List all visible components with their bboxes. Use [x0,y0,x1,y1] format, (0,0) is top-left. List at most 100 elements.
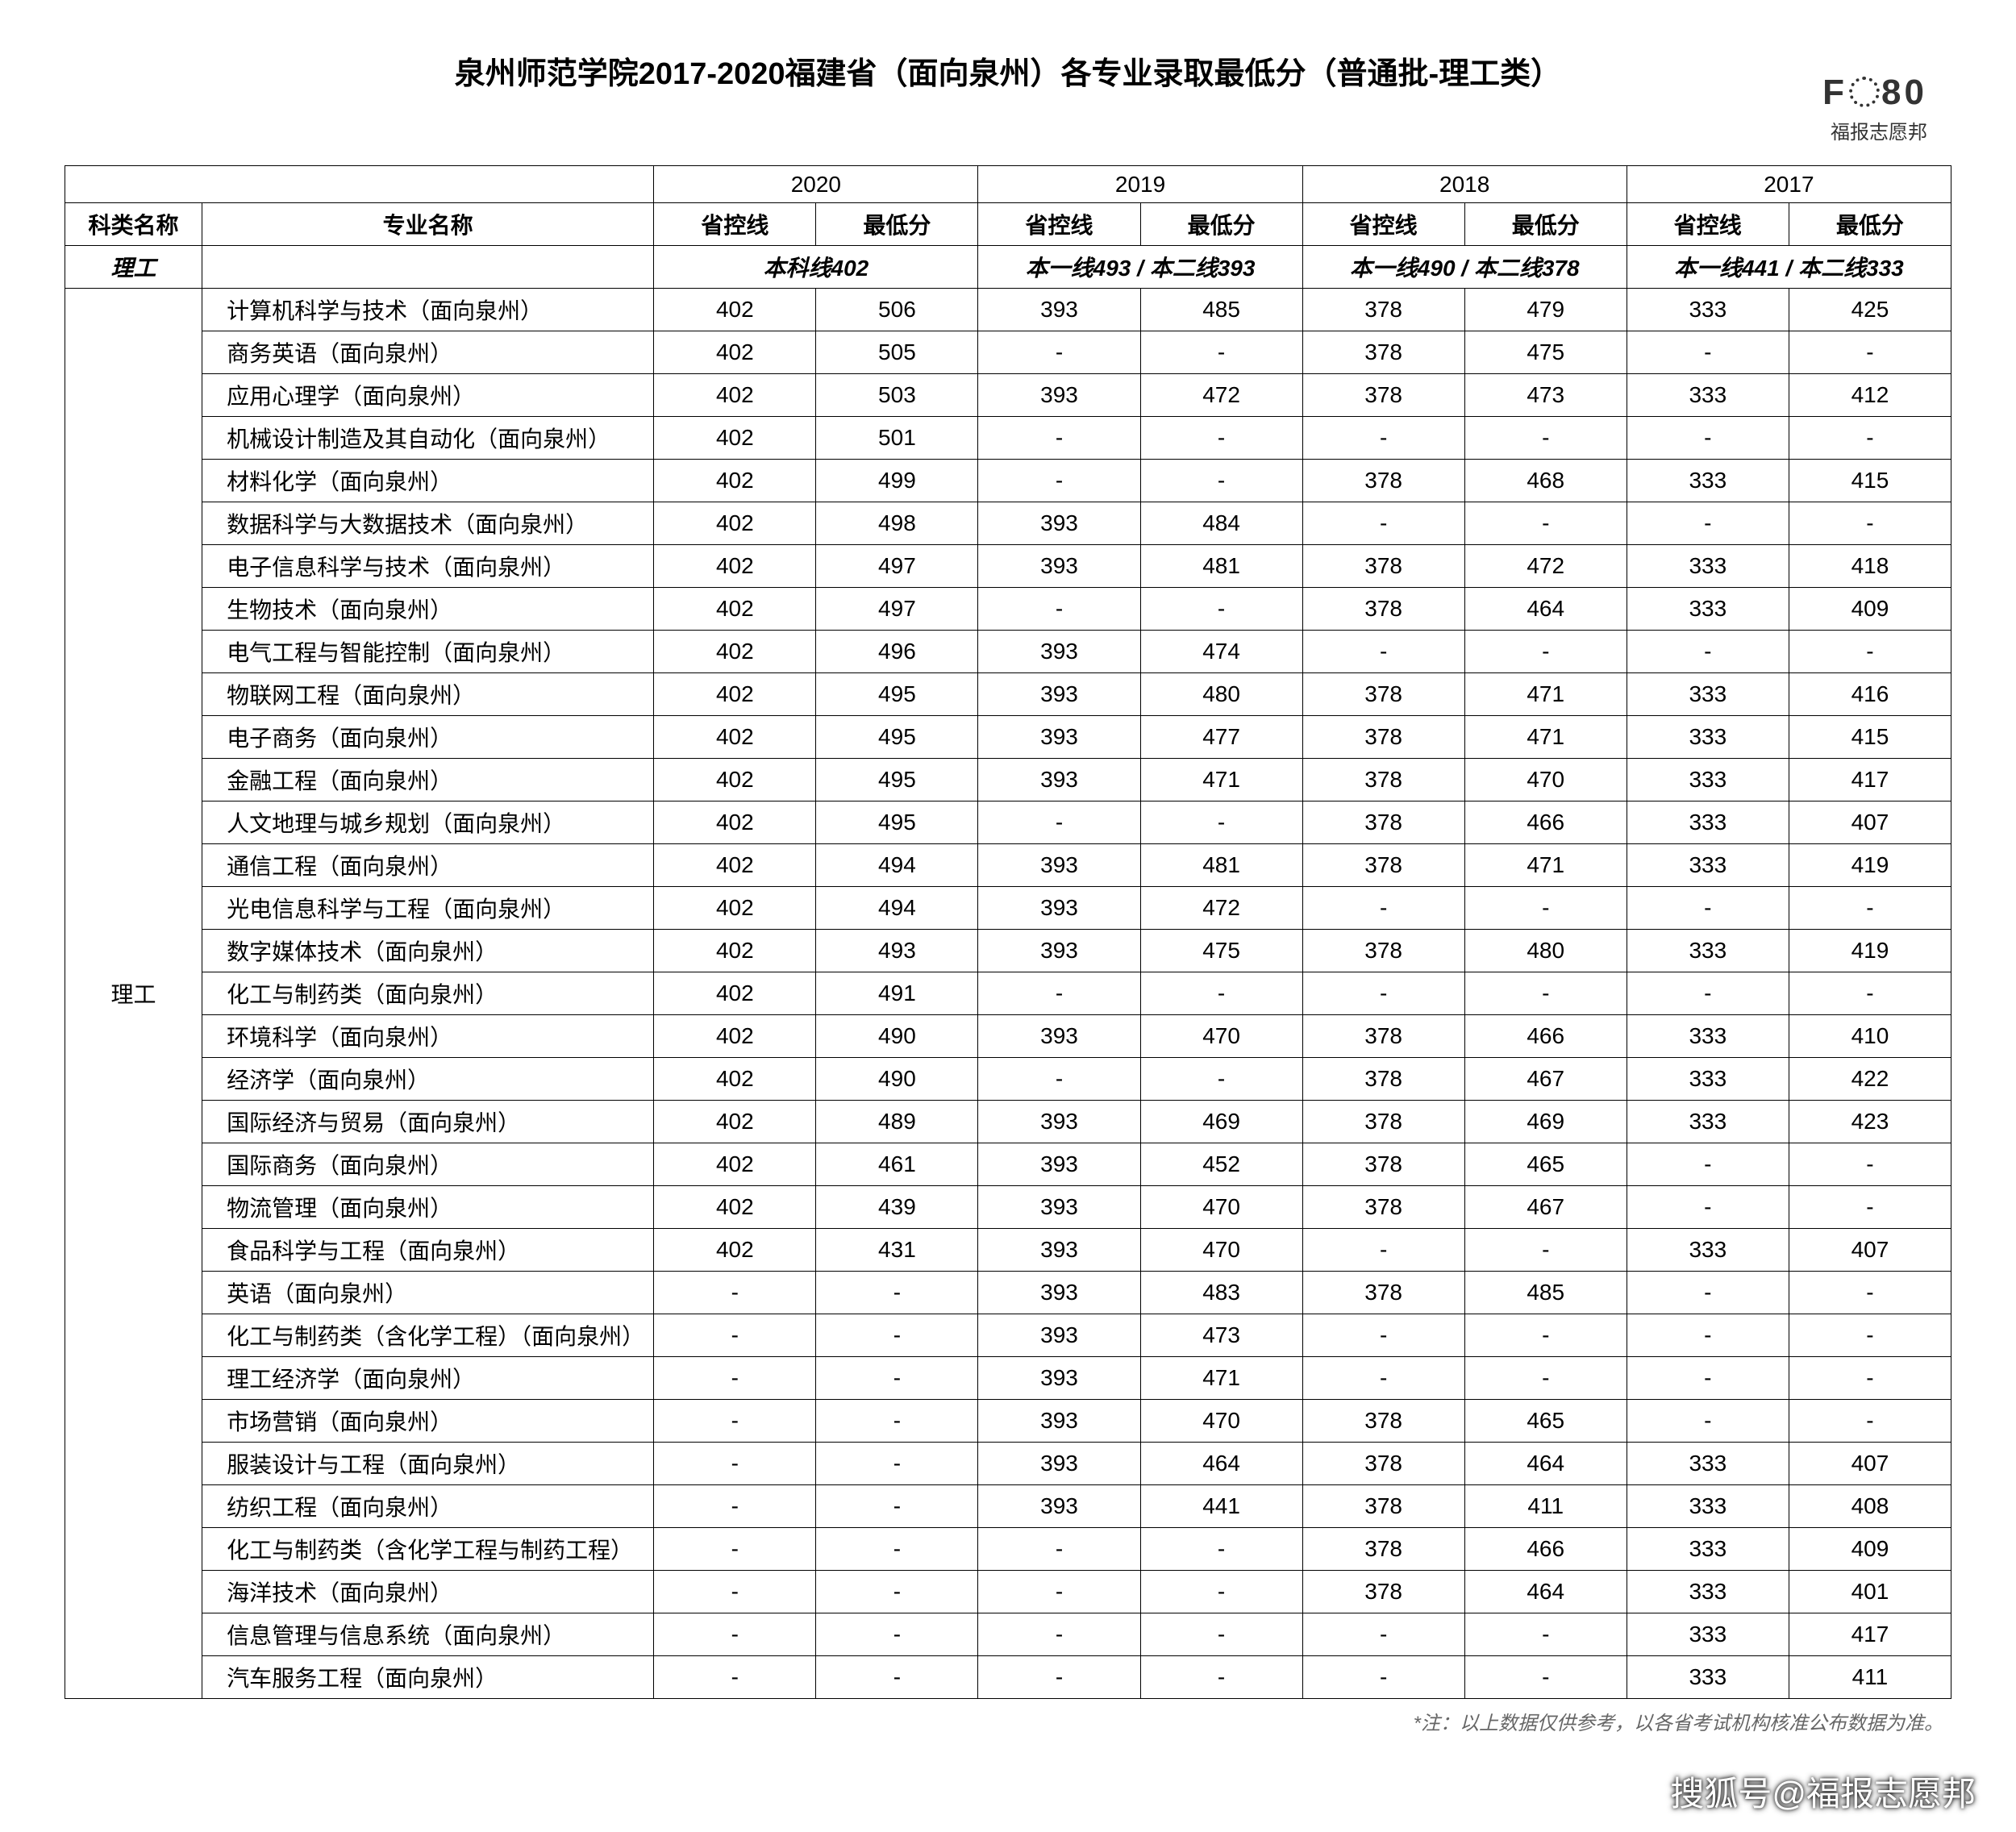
score-cell: - [978,1613,1140,1656]
score-cell: - [978,588,1140,631]
year-2019: 2019 [978,166,1302,203]
score-cell: 393 [978,1272,1140,1314]
score-cell: 393 [978,759,1140,802]
score-cell: 461 [816,1143,978,1186]
score-cell: 393 [978,1101,1140,1143]
score-cell: - [1627,1143,1789,1186]
score-cell: 452 [1140,1143,1302,1186]
score-cell: 393 [978,545,1140,588]
score-cell: 470 [1140,1400,1302,1443]
score-cell: 465 [1464,1143,1627,1186]
table-row: 机械设计制造及其自动化（面向泉州）402501------ [65,417,1951,460]
column-header-row: 科类名称 专业名称 省控线 最低分 省控线 最低分 省控线 最低分 省控线 最低… [65,203,1951,246]
score-cell: - [978,972,1140,1015]
score-cell: - [1789,331,1951,374]
score-cell: - [1302,1613,1464,1656]
attribution-watermark: 搜狐号@福报志愿邦 [1670,1767,1976,1816]
score-cell: 480 [1140,673,1302,716]
score-cell: - [1464,1357,1627,1400]
score-cell: 402 [654,1186,816,1229]
score-cell: 483 [1140,1272,1302,1314]
hdr-min-2020: 最低分 [816,203,978,246]
score-cell: - [1302,1357,1464,1400]
score-cell: - [1789,1186,1951,1229]
score-cell: 393 [978,1143,1140,1186]
major-cell: 数字媒体技术（面向泉州） [202,930,654,972]
score-cell: 378 [1302,545,1464,588]
major-cell: 材料化学（面向泉州） [202,460,654,502]
major-cell: 汽车服务工程（面向泉州） [202,1656,654,1699]
score-cell: - [1627,331,1789,374]
score-cell: - [1302,1229,1464,1272]
major-cell: 物联网工程（面向泉州） [202,673,654,716]
score-cell: 378 [1302,1143,1464,1186]
score-cell: 470 [1464,759,1627,802]
score-cell: 481 [1140,545,1302,588]
score-cell: - [816,1443,978,1485]
score-cell: 378 [1302,844,1464,887]
score-cell: 419 [1789,844,1951,887]
page: 泉州师范学院2017-2020福建省（面向泉州）各专业录取最低分（普通批-理工类… [0,0,2016,1832]
score-cell: 402 [654,1058,816,1101]
major-cell: 化工与制药类（面向泉州） [202,972,654,1015]
score-cell: 475 [1464,331,1627,374]
score-cell: 409 [1789,588,1951,631]
score-cell: 402 [654,374,816,417]
score-cell: 417 [1789,759,1951,802]
score-cell: - [1302,502,1464,545]
score-cell: - [816,1357,978,1400]
score-cell: 464 [1464,1443,1627,1485]
major-cell: 纺织工程（面向泉州） [202,1485,654,1528]
score-cell: 401 [1789,1571,1951,1613]
score-cell: 333 [1627,588,1789,631]
year-2018: 2018 [1302,166,1627,203]
score-cell: - [1464,1656,1627,1699]
score-cell: 393 [978,1485,1140,1528]
major-cell: 经济学（面向泉州） [202,1058,654,1101]
score-cell: - [1627,1400,1789,1443]
score-cell: 402 [654,844,816,887]
score-cell: 333 [1627,673,1789,716]
score-cell: 464 [1464,588,1627,631]
score-cell: - [1627,1314,1789,1357]
score-cell: - [1627,502,1789,545]
year-2020: 2020 [654,166,978,203]
score-cell: 333 [1627,844,1789,887]
score-cell: - [978,1528,1140,1571]
major-cell: 计算机科学与技术（面向泉州） [202,289,654,331]
score-cell: 393 [978,930,1140,972]
major-cell: 国际经济与贸易（面向泉州） [202,1101,654,1143]
score-cell: - [1627,417,1789,460]
score-cell: 333 [1627,930,1789,972]
score-cell: - [654,1613,816,1656]
score-cell: 472 [1464,545,1627,588]
score-cell: 431 [816,1229,978,1272]
major-cell: 海洋技术（面向泉州） [202,1571,654,1613]
table-row: 环境科学（面向泉州）402490393470378466333410 [65,1015,1951,1058]
table-row: 人文地理与城乡规划（面向泉州）402495--378466333407 [65,802,1951,844]
score-cell: 464 [1140,1443,1302,1485]
score-cell: 333 [1627,802,1789,844]
table-row: 汽车服务工程（面向泉州）------333411 [65,1656,1951,1699]
score-cell: 467 [1464,1058,1627,1101]
score-cell: 393 [978,502,1140,545]
score-cell: 378 [1302,1571,1464,1613]
score-cell: 441 [1140,1485,1302,1528]
page-title: 泉州师范学院2017-2020福建省（面向泉州）各专业录取最低分（普通批-理工类… [65,32,1951,101]
score-cell: - [654,1571,816,1613]
score-cell: 466 [1464,802,1627,844]
table-row: 化工与制药类（含化学工程与制药工程）----378466333409 [65,1528,1951,1571]
score-cell: - [1140,588,1302,631]
score-cell: - [1140,1528,1302,1571]
cat-blank [202,246,654,289]
score-cell: 333 [1627,1571,1789,1613]
score-cell: 402 [654,1143,816,1186]
score-cell: - [816,1571,978,1613]
score-cell: 474 [1140,631,1302,673]
score-cell: 471 [1464,673,1627,716]
table-row: 数字媒体技术（面向泉州）402493393475378480333419 [65,930,1951,972]
table-row: 金融工程（面向泉州）402495393471378470333417 [65,759,1951,802]
table-row: 市场营销（面向泉州）--393470378465-- [65,1400,1951,1443]
major-cell: 机械设计制造及其自动化（面向泉州） [202,417,654,460]
score-cell: 393 [978,887,1140,930]
